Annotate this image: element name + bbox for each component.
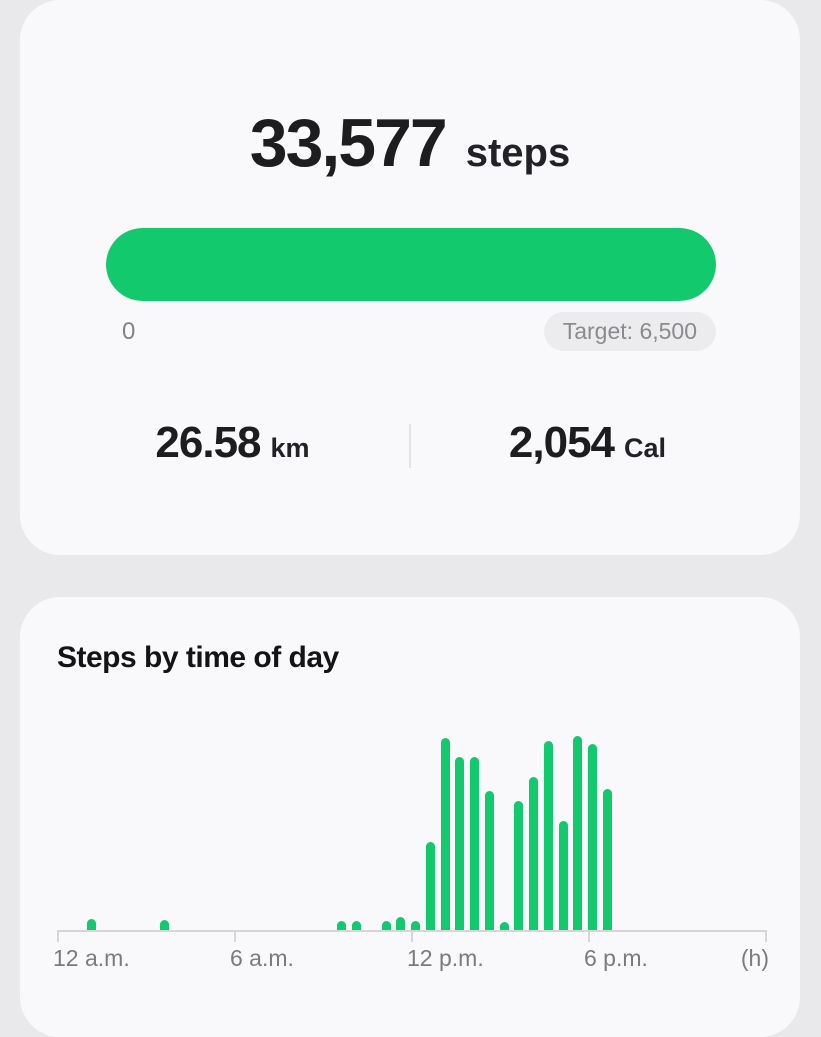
chart-bar [484,791,494,930]
axis-tick [411,930,413,942]
axis-tick [234,930,236,942]
steps-total: 33,577 steps [20,104,800,182]
chart-bar [558,821,568,930]
chart-bar [425,842,435,930]
calories-stat: 2,054 Cal [410,418,765,468]
chart-title: Steps by time of day [57,641,339,674]
chart-bar [499,922,509,930]
calories-unit: Cal [624,433,667,463]
axis-tick [57,930,59,942]
steps-progress-bar [106,228,716,301]
chart-bar [514,801,524,930]
distance-unit: km [270,433,310,463]
chart-bar [381,921,391,930]
calories-value: 2,054 [508,418,615,467]
axis-tick-label: 6 a.m. [230,945,294,971]
chart-bar [543,741,553,930]
steps-count: 33,577 [249,105,448,181]
chart-bar [602,789,612,930]
chart-bar [411,921,420,930]
progress-start-label: 0 [122,317,136,345]
steps-unit-label: steps [465,131,571,175]
steps-progress-fill [106,228,716,301]
axis-tick-label: 12 a.m. [53,945,130,971]
chart-bar [440,738,450,930]
chart-bar [470,757,479,930]
axis-unit-label: (h) [740,945,769,971]
stats-divider [409,424,411,468]
axis-tick-label: 6 p.m. [584,945,648,971]
chart-bar [352,921,361,930]
chart-bar [573,736,583,930]
chart-bar [86,919,96,930]
stats-row: 26.58 km 2,054 Cal [55,418,765,468]
distance-value: 26.58 [155,418,261,467]
steps-by-time-card: Steps by time of day 12 a.m. 6 a.m. 12 p.m… [20,597,800,1037]
chart-bar [396,917,406,930]
chart-bar [588,744,597,930]
steps-summary-card: 33,577 steps 0 Target: 6,500 26.58 km 2,05… [20,0,800,555]
distance-stat: 26.58 km [55,418,410,468]
axis-tick-label: 12 p.m. [407,945,484,971]
progress-labels-row: 0 Target: 6,500 [106,312,716,352]
chart-bar [160,920,170,930]
axis-tick [765,930,767,942]
chart-bar [455,757,465,930]
steps-time-chart: 12 a.m. 6 a.m. 12 p.m. 6 p.m. (h) [20,597,800,1037]
chart-bar [337,921,347,930]
target-badge[interactable]: Target: 6,500 [543,312,716,352]
chart-bar [529,777,538,930]
axis-tick [588,930,590,942]
